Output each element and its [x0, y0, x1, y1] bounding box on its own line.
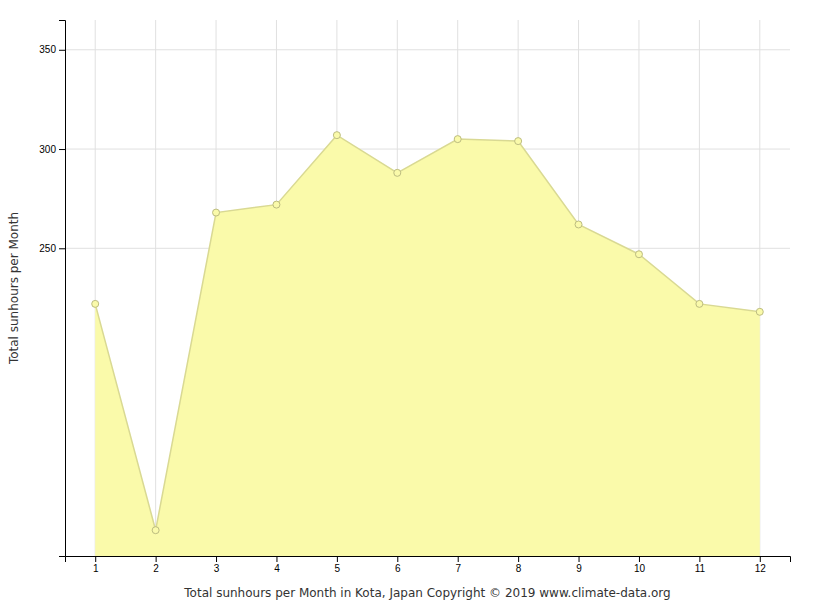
- tick-label: 4: [274, 563, 280, 574]
- tick-mark: [95, 556, 96, 562]
- tick: 300: [39, 144, 65, 155]
- y-axis: 250 300 350: [39, 21, 65, 557]
- tick: 350: [39, 44, 65, 55]
- marker: [394, 169, 401, 176]
- marker: [696, 300, 703, 307]
- tick-label: 10: [634, 563, 646, 574]
- tick: 250: [39, 243, 65, 254]
- x-axis: 123456789101112: [66, 556, 791, 574]
- tick: 7: [455, 556, 461, 574]
- tick-mark: [760, 556, 761, 562]
- grid: [65, 20, 790, 556]
- tick-mark: [59, 248, 65, 249]
- marker: [213, 209, 220, 216]
- tick: 12: [755, 556, 767, 574]
- tick-mark: [156, 556, 157, 562]
- tick-mark: [337, 556, 338, 562]
- tick: 6: [395, 556, 401, 574]
- chart: 123456789101112250300350Total sunhours p…: [0, 0, 815, 611]
- tick-label: 11: [695, 563, 706, 574]
- line: [95, 135, 760, 530]
- tick: 8: [516, 556, 522, 574]
- marks: [92, 132, 764, 556]
- marker: [635, 251, 642, 258]
- tick: 4: [274, 556, 280, 574]
- tick-mark: [579, 556, 580, 562]
- marker: [575, 221, 582, 228]
- marker: [92, 300, 99, 307]
- grid-line: [65, 149, 790, 150]
- tick-label: 2: [153, 563, 159, 574]
- marker: [333, 132, 340, 139]
- tick-label: 6: [395, 563, 401, 574]
- tick-label: 12: [755, 563, 767, 574]
- tick-label: 3: [214, 563, 220, 574]
- tick-mark: [458, 556, 459, 562]
- tick: 9: [576, 556, 582, 574]
- grid-line: [65, 49, 790, 50]
- grid-line: [155, 20, 156, 556]
- x-axis-title: Total sunhours per Month in Kota, Japan …: [183, 586, 670, 600]
- tick-label: 9: [576, 563, 582, 574]
- marker: [756, 308, 763, 315]
- tick-mark: [397, 556, 398, 562]
- tick-label: 300: [39, 144, 56, 155]
- tick: 3: [214, 556, 220, 574]
- tick-mark: [639, 556, 640, 562]
- tick: 2: [153, 556, 159, 574]
- axis-line: [66, 557, 791, 563]
- tick-mark: [518, 556, 519, 562]
- tick-label: 7: [455, 563, 461, 574]
- tick-label: 5: [335, 563, 341, 574]
- tick-label: 350: [39, 44, 56, 55]
- marker: [273, 201, 280, 208]
- tick: 10: [634, 556, 646, 574]
- marker: [454, 136, 461, 143]
- tick-mark: [216, 556, 217, 562]
- tick: 5: [335, 556, 341, 574]
- y-axis-title: Total sunhours per Month: [7, 212, 21, 365]
- marker: [515, 138, 522, 145]
- axis-line: [59, 21, 66, 557]
- plot: 123456789101112250300350: [39, 20, 790, 574]
- tick-mark: [59, 149, 65, 150]
- marker: [152, 527, 159, 534]
- tick-label: 1: [93, 563, 99, 574]
- tick-mark: [276, 556, 277, 562]
- tick-label: 250: [39, 243, 56, 254]
- tick: 11: [695, 556, 706, 574]
- tick-mark: [699, 556, 700, 562]
- tick-mark: [59, 50, 65, 51]
- tick: 1: [93, 556, 99, 574]
- area: [95, 135, 760, 556]
- tick-label: 8: [516, 563, 522, 574]
